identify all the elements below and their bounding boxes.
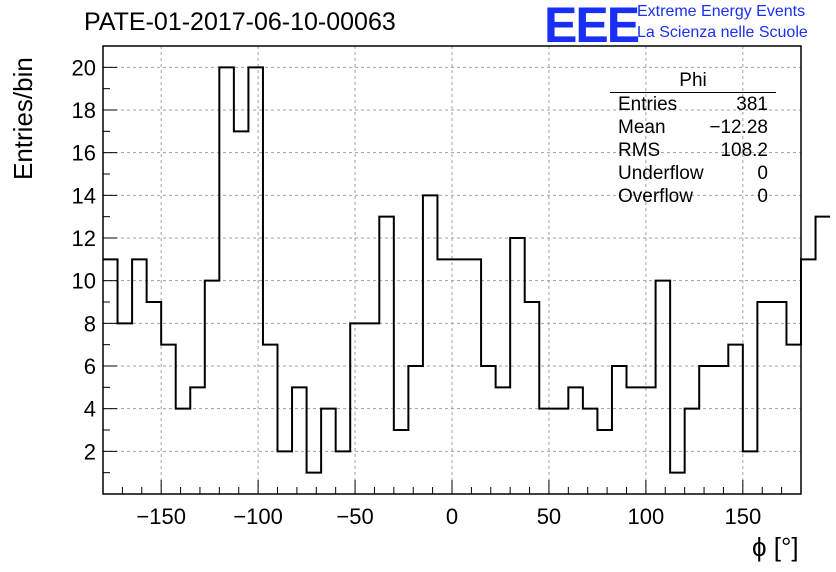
y-tick-label: 2 [84,439,96,464]
histogram-bin [394,430,409,494]
y-tick-label: 18 [72,98,96,123]
x-tick-label: −100 [233,504,283,529]
x-tick-label: 150 [724,504,761,529]
histogram-bin [190,387,205,494]
stats-label: Overflow [618,186,693,207]
stats-value: 381 [736,94,768,115]
y-tick-label: 8 [84,311,96,336]
histogram-bin [496,387,511,494]
histogram-bin [627,387,642,494]
histogram-bin [772,302,787,494]
histogram-bin [583,409,598,494]
histogram-bin [437,259,452,494]
histogram-bin [467,259,482,494]
histogram-bin [510,238,525,494]
stats-row-mean: Mean −12.28 [610,116,776,139]
x-tick-label: 100 [628,504,665,529]
histogram-bin [103,259,118,494]
x-tick-label: 50 [537,504,561,529]
histogram-bin [234,131,249,494]
histogram-bin [786,345,801,494]
histogram-series [103,66,831,474]
histogram-bin [132,259,147,494]
histogram-bin [278,451,293,494]
stats-row-overflow: Overflow 0 [610,185,776,208]
x-tick-label: −150 [136,504,186,529]
x-tick-label: 0 [446,504,458,529]
x-tick-label: −50 [336,504,373,529]
y-tick-label: 6 [84,354,96,379]
histogram-bin [365,323,380,494]
histogram-bin [728,345,743,494]
x-axis-label: ϕ [°] [752,532,799,562]
histogram-bin [612,366,627,494]
histogram-bin [743,451,758,494]
histogram-bin [161,345,176,494]
histogram-bin [118,323,133,494]
stats-row-entries: Entries 381 [610,93,776,116]
histogram-bin [670,473,685,494]
stats-box: Phi Entries 381 Mean −12.28 RMS 108.2 Un… [610,70,776,208]
histogram-bin [423,195,438,494]
histogram-bin [321,409,336,494]
eee-logo: EEE [544,0,640,53]
histogram-bin [176,409,191,494]
stats-value: 0 [757,186,768,207]
histogram-bin [525,302,540,494]
histogram-bin [597,430,612,494]
histogram-bin [539,409,554,494]
histogram-bin [307,473,322,494]
stats-label: Mean [618,117,666,138]
stats-row-rms: RMS 108.2 [610,139,776,162]
stats-value: 108.2 [720,140,768,161]
stats-value: −12.28 [709,117,768,138]
histogram-bin [816,217,831,494]
histogram-bin [452,259,467,494]
y-tick-label: 16 [72,141,96,166]
y-tick-label: 4 [84,397,96,422]
stats-label: Entries [618,94,678,115]
histogram-bin [408,366,423,494]
y-tick-label: 20 [72,55,96,80]
y-tick-label: 10 [72,269,96,294]
histogram-bin [656,281,671,494]
histogram-bin [336,451,351,494]
histogram-bin [292,387,307,494]
stats-box-name: Phi [610,70,776,93]
histogram-bin [219,67,234,494]
histogram-bin [248,67,263,494]
histogram-bin [263,345,278,494]
histogram-bin [699,366,714,494]
histogram-bin [568,387,583,494]
histogram-bin [350,323,365,494]
y-axis-label: Entries/bin [8,57,38,180]
stats-label: RMS [618,140,661,161]
logo-line-1: Extreme Energy Events [637,3,806,20]
y-tick-label: 14 [72,183,96,208]
histogram-bin [641,387,656,494]
stats-row-underflow: Underflow 0 [610,162,776,185]
histogram-bin [379,217,394,494]
logo-line-2: La Scienza nelle Scuole [637,24,808,41]
stats-value: 0 [757,163,768,184]
histogram-bin [481,366,496,494]
histogram-bin [205,281,220,494]
chart-title: PATE-01-2017-06-10-00063 [84,8,396,36]
histogram-bin [714,366,729,494]
histogram-bin [147,302,162,494]
y-tick-label: 12 [72,226,96,251]
histogram-bin [685,409,700,494]
stats-label: Underflow [618,163,704,184]
histogram-bin [554,409,569,494]
histogram-bin [757,302,772,494]
histogram-bin [801,259,816,494]
